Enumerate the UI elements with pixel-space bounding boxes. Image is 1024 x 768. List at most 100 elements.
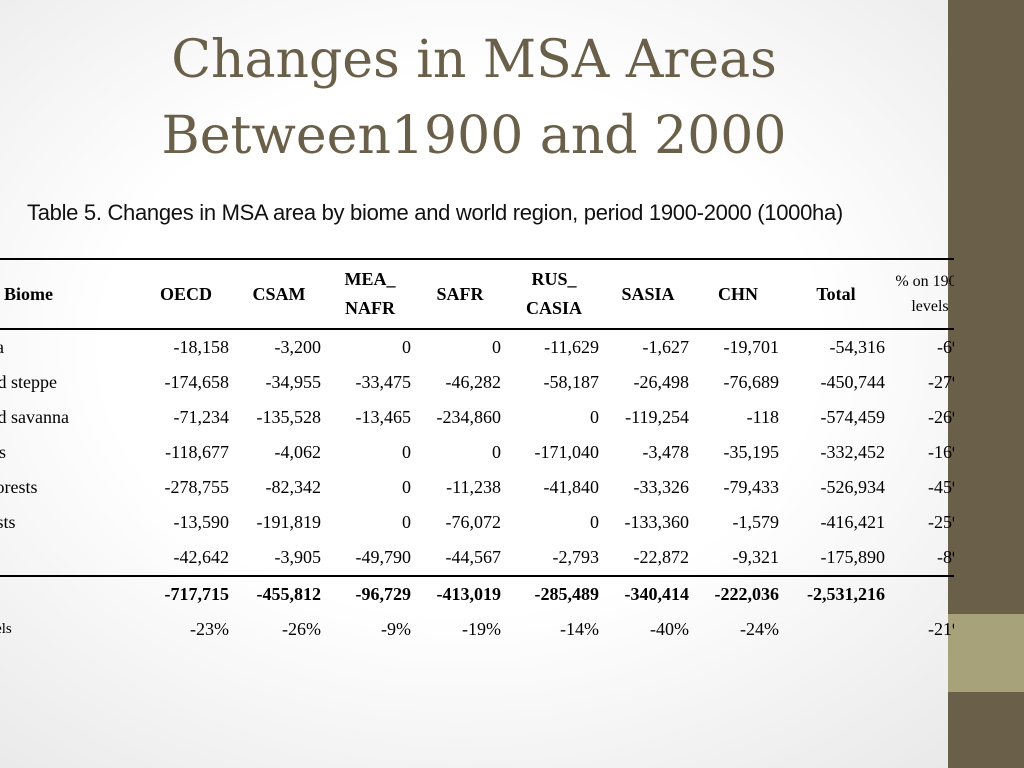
cell-total: -450,744: [820, 372, 886, 392]
cell-csam: -3,905: [274, 547, 322, 567]
cell-rus-casia: -41,840: [543, 477, 600, 497]
header-mea-nafr: MEA_ NAFR: [325, 258, 415, 330]
cell-mea-nafr: -49,790: [355, 547, 412, 567]
cell-pct: -6%: [937, 337, 954, 357]
header-pct-line1: % on 1900: [895, 273, 954, 290]
table-row: nd and savanna -71,234 -135,528 -13,465 …: [0, 400, 954, 435]
cell-rus-casia: 0: [590, 512, 599, 532]
cell-oecd: -42,642: [173, 547, 230, 567]
cell-biome: tundra: [0, 329, 139, 365]
header-mea-line1: MEA_: [344, 269, 396, 289]
header-total: Total: [783, 258, 889, 330]
cell-oecd: -278,755: [164, 477, 230, 497]
cell-rus-casia: -14%: [505, 612, 603, 642]
cell-safr: 0: [492, 442, 501, 462]
header-rus-line1: RUS_: [531, 269, 577, 289]
cell-pct: -16%: [928, 442, 954, 462]
cell-sasia: -3,478: [642, 442, 690, 462]
table-viewport: Biome OECD CSAM MEA_ NAFR SAFR RUS_ CASIA …: [0, 258, 954, 642]
cell-csam: -455,812: [233, 575, 325, 612]
cell-mea-nafr: 0: [402, 477, 411, 497]
cell-total: -175,890: [820, 547, 886, 567]
cell-sasia: -33,326: [633, 477, 690, 497]
cell-safr: 0: [492, 337, 501, 357]
cell-sasia: -340,414: [603, 575, 693, 612]
cell-sasia: -40%: [603, 612, 693, 642]
cell-rus-casia: -11,629: [544, 337, 599, 357]
cell-total: -416,421: [820, 512, 886, 532]
cell-chn: -79,433: [723, 477, 780, 497]
cell-csam: -34,955: [265, 372, 322, 392]
cell-chn: -35,195: [723, 442, 780, 462]
cell-total: [783, 612, 889, 642]
cell-biome: l forests: [0, 512, 16, 532]
cell-total: -526,934: [820, 477, 886, 497]
cell-pct: -25%: [928, 512, 954, 532]
cell-sasia: -26,498: [633, 372, 690, 392]
cell-oecd: -13,590: [173, 512, 230, 532]
header-csam: CSAM: [233, 258, 325, 330]
cell-oecd: -18,158: [173, 337, 230, 357]
cell-safr: -11,238: [446, 477, 501, 497]
header-mea-line2: NAFR: [345, 298, 395, 318]
slide-title-line-1: Changes in MSA Areas: [171, 30, 777, 90]
slide-title-line-2: Between1900 and 2000: [161, 106, 787, 166]
header-rus-casia: RUS_ CASIA: [505, 258, 603, 330]
cell-biome: nd and steppe: [0, 372, 57, 392]
cell-chn: -1,579: [732, 512, 780, 532]
msa-change-table: Biome OECD CSAM MEA_ NAFR SAFR RUS_ CASIA …: [0, 258, 954, 642]
cell-pct: -21%: [889, 612, 954, 642]
cell-oecd: -118,677: [165, 442, 229, 462]
table-row: -42,642 -3,905 -49,790 -44,567 -2,793 -2…: [0, 540, 955, 576]
totals-row: -717,715 -455,812 -96,729 -413,019 -285,…: [0, 575, 954, 612]
cell-safr: -234,860: [436, 407, 502, 427]
cell-chn: -76,689: [723, 372, 780, 392]
cell-chn: -222,036: [693, 575, 783, 612]
cell-mea-nafr: -96,729: [325, 575, 415, 612]
cell-mea-nafr: -33,475: [355, 372, 412, 392]
header-safr: SAFR: [415, 258, 505, 330]
sidebar-accent-block: [948, 614, 1024, 692]
cell-csam: -82,342: [265, 477, 322, 497]
cell-sasia: -1,627: [642, 337, 690, 357]
cell-csam: -191,819: [256, 512, 322, 532]
cell-csam: -135,528: [256, 407, 322, 427]
cell-total: -332,452: [820, 442, 886, 462]
header-sasia: SASIA: [603, 258, 693, 330]
table-row: l forests -13,590 -191,819 0 -76,072 0 -…: [0, 505, 954, 540]
cell-safr: -46,282: [445, 372, 502, 392]
cell-total: -2,531,216: [783, 575, 889, 612]
cell-csam: -26%: [233, 612, 325, 642]
header-biome: Biome: [0, 258, 139, 330]
cell-sasia: -119,254: [625, 407, 689, 427]
header-rus-line2: CASIA: [525, 298, 582, 318]
header-oecd: OECD: [139, 258, 233, 330]
cell-biome: forests: [0, 442, 6, 462]
cell-rus-casia: -285,489: [505, 575, 603, 612]
table-row: forests -118,677 -4,062 0 0 -171,040 -3,…: [0, 435, 954, 470]
table-row: rate forests -278,755 -82,342 0 -11,238 …: [0, 470, 954, 505]
cell-safr: -76,072: [445, 512, 502, 532]
cell-mea-nafr: 0: [402, 337, 411, 357]
cell-biome: [0, 540, 139, 576]
cell-pct: -45%: [928, 477, 954, 497]
cell-safr: -413,019: [415, 575, 505, 612]
cell-chn: -24%: [693, 612, 783, 642]
cell-rus-casia: 0: [590, 407, 599, 427]
cell-chn: -118: [746, 407, 779, 427]
header-pct-1900: % on 1900 levels: [889, 258, 954, 330]
cell-biome: 00 levels: [0, 612, 139, 642]
cell-pct: [889, 575, 954, 612]
cell-total: -574,459: [820, 407, 886, 427]
cell-mea-nafr: -9%: [325, 612, 415, 642]
cell-pct: -8%: [937, 547, 954, 567]
cell-pct: -27%: [928, 372, 954, 392]
cell-rus-casia: -2,793: [552, 547, 600, 567]
cell-oecd: -174,658: [164, 372, 230, 392]
cell-oecd: -717,715: [139, 575, 233, 612]
table-row: tundra -18,158 -3,200 0 0 -11,629 -1,627…: [0, 329, 954, 365]
cell-sasia: -22,872: [633, 547, 690, 567]
cell-biome: nd and savanna: [0, 407, 69, 427]
header-chn: CHN: [693, 258, 783, 330]
cell-biome: rate forests: [0, 477, 38, 497]
